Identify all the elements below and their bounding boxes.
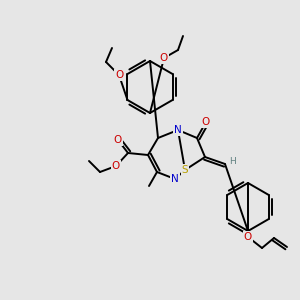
Text: S: S xyxy=(182,165,188,175)
Text: N: N xyxy=(171,174,179,184)
Text: N: N xyxy=(174,125,182,135)
Text: H: H xyxy=(229,157,236,166)
Text: O: O xyxy=(202,117,210,127)
Text: O: O xyxy=(244,232,252,242)
Text: O: O xyxy=(160,53,168,63)
Text: O: O xyxy=(115,70,123,80)
Text: O: O xyxy=(114,135,122,145)
Text: O: O xyxy=(112,161,120,171)
